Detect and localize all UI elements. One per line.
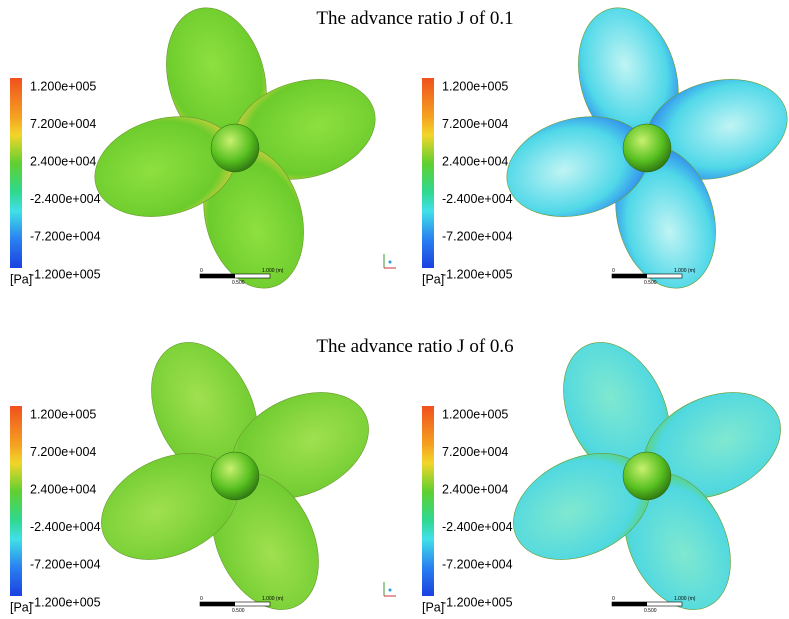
legend-label: -2.400e+004: [442, 520, 513, 534]
legend-label: -7.200e+004: [30, 230, 101, 244]
legend-label: -1.200e+005: [442, 267, 513, 281]
legend-label: -1.200e+005: [30, 595, 101, 609]
legend-label: -7.200e+004: [442, 230, 513, 244]
hub: [210, 451, 260, 501]
scale-label: 1.000 (m): [674, 596, 696, 602]
propeller: [94, 7, 376, 289]
colorbar: [10, 406, 22, 596]
scale-bar: [612, 602, 647, 606]
legend-label: -1.200e+005: [30, 267, 101, 281]
colorbar: [10, 78, 22, 268]
legend-label: 7.200e+004: [30, 117, 96, 131]
hub: [210, 123, 260, 173]
legend-label: 1.200e+005: [442, 407, 508, 421]
legend-label: 2.400e+004: [30, 482, 96, 496]
scale-label: 1.000 (m): [262, 596, 284, 602]
scale-bar: [200, 274, 235, 278]
legend-label: 2.400e+004: [442, 482, 508, 496]
scale-bar: [200, 602, 235, 606]
scale-label: 0.500: [232, 280, 245, 286]
legend-unit: [Pa]: [10, 272, 32, 286]
legend-label: 2.400e+004: [442, 154, 508, 168]
row-title: The advance ratio J of 0.6: [316, 336, 513, 357]
triad: [388, 588, 392, 592]
triad: [388, 260, 392, 264]
legend-label: 1.200e+005: [30, 407, 96, 421]
legend-label: -7.200e+004: [30, 558, 101, 572]
hub: [622, 451, 672, 501]
scale-label: 0.500: [232, 608, 245, 614]
legend-label: 1.200e+005: [442, 79, 508, 93]
legend-label: 2.400e+004: [30, 154, 96, 168]
legend-label: -2.400e+004: [30, 192, 101, 206]
scale-bar: [612, 274, 647, 278]
scale-label: 0.500: [644, 608, 657, 614]
legend-unit: [Pa]: [10, 600, 32, 614]
scale-label: 0: [200, 268, 203, 274]
scale-label: 0: [612, 268, 615, 274]
legend-label: -2.400e+004: [442, 192, 513, 206]
propeller: [506, 7, 788, 289]
propeller: [101, 342, 369, 610]
legend-label: -1.200e+005: [442, 595, 513, 609]
legend-label: 7.200e+004: [30, 445, 96, 459]
legend-label: 7.200e+004: [442, 445, 508, 459]
scale-label: 0: [200, 596, 203, 602]
colorbar: [422, 78, 434, 268]
scale-label: 1.000 (m): [262, 268, 284, 274]
legend-label: 7.200e+004: [442, 117, 508, 131]
row-title: The advance ratio J of 0.1: [316, 8, 513, 29]
hub: [622, 123, 672, 173]
legend-label: -2.400e+004: [30, 520, 101, 534]
legend-label: -7.200e+004: [442, 558, 513, 572]
legend-unit: [Pa]: [422, 272, 444, 286]
scale-label: 0: [612, 596, 615, 602]
legend-unit: [Pa]: [422, 600, 444, 614]
scale-label: 1.000 (m): [674, 268, 696, 274]
colorbar: [422, 406, 434, 596]
propeller: [513, 342, 781, 610]
scale-label: 0.500: [644, 280, 657, 286]
legend-label: 1.200e+005: [30, 79, 96, 93]
